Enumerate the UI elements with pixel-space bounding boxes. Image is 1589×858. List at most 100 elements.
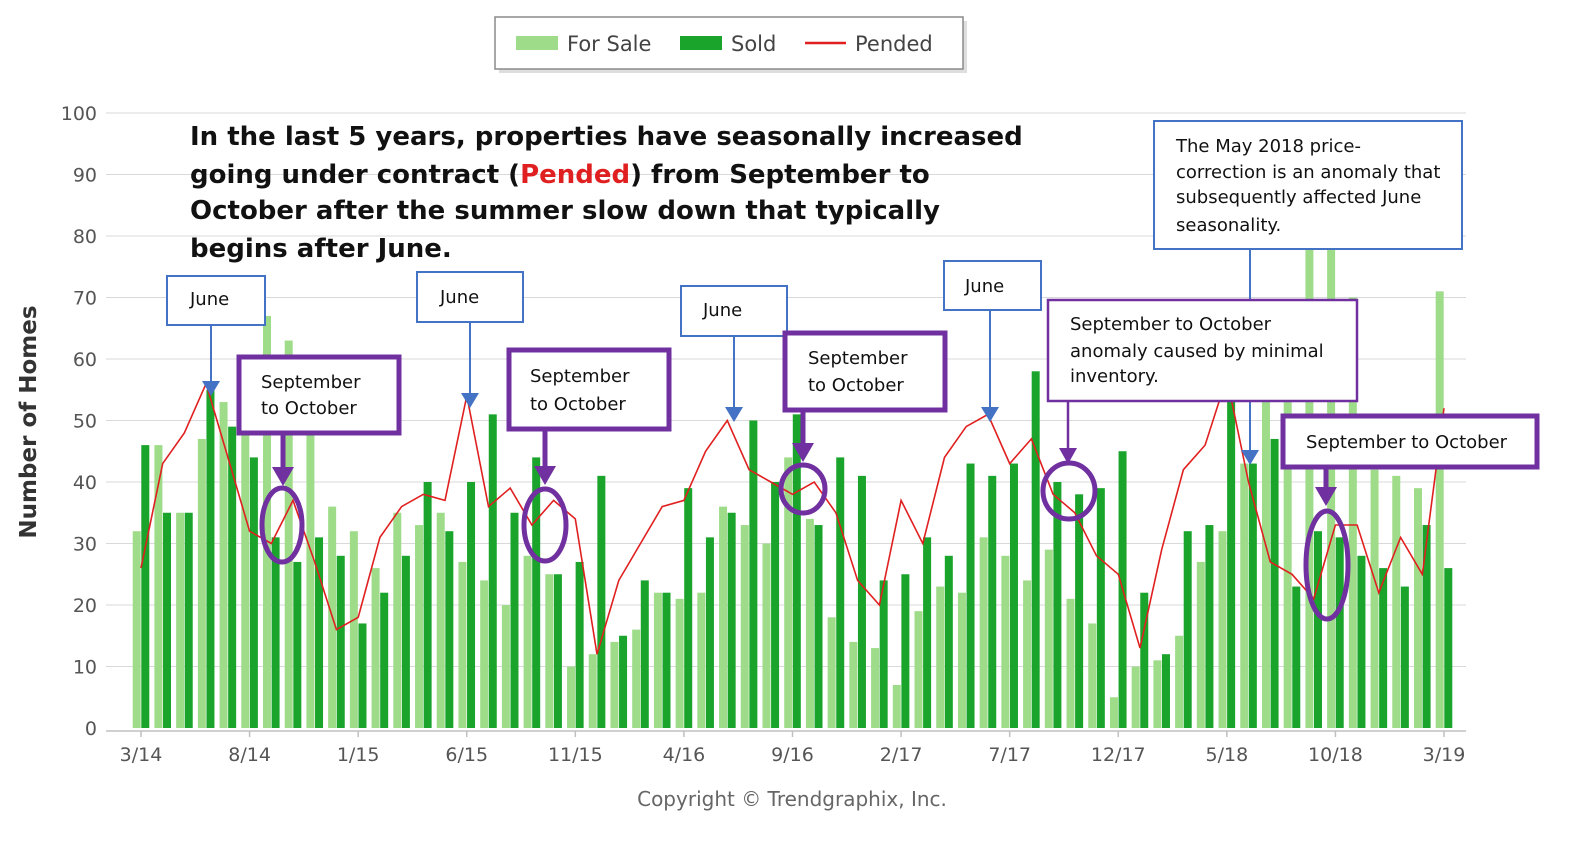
sold-bar <box>315 537 324 728</box>
for-sale-bar <box>979 537 988 728</box>
y-tick-labels: 0 10 20 30 40 50 60 70 80 90 100 <box>61 103 97 740</box>
for-sale-bar <box>371 568 380 728</box>
sold-bar <box>575 561 584 728</box>
for-sale-bar <box>697 592 706 728</box>
for-sale-bar <box>914 611 923 728</box>
x-tick-label: 8/14 <box>228 744 271 766</box>
for-sale-bar <box>176 512 185 728</box>
for-sale-bar <box>1044 549 1053 728</box>
for-sale-bar <box>349 531 358 728</box>
may-2018-line-1: The May 2018 price- <box>1175 136 1361 157</box>
sold-bar <box>1096 488 1105 728</box>
x-tick-label: 2/17 <box>880 744 923 766</box>
sep-oct-4-line-1: September to October <box>1070 314 1272 335</box>
x-tick-label: 9/16 <box>771 744 814 766</box>
june-callout-3: June <box>680 285 788 422</box>
for-sale-bar <box>1001 555 1010 728</box>
legend-label-sold: Sold <box>731 32 776 56</box>
sep-oct-callout-4: September to October anomaly caused by m… <box>1040 298 1359 522</box>
for-sale-bar <box>415 525 424 728</box>
x-tick-label: 12/17 <box>1091 744 1146 766</box>
sep-oct-callout-1: September to October <box>236 354 402 565</box>
sep-oct-callout-3: September to October <box>778 330 948 516</box>
sep-oct-1-line-1: September <box>261 372 361 393</box>
sold-bar <box>1270 438 1279 728</box>
sep-oct-4-line-2: anomaly caused by minimal <box>1070 341 1324 362</box>
sold-bar <box>510 512 519 728</box>
for-sale-bar <box>784 457 793 728</box>
y-tick-label: 80 <box>73 226 97 248</box>
headline: In the last 5 years, properties have sea… <box>190 122 1023 264</box>
sep-oct-2-circle <box>521 486 569 564</box>
sep-oct-4-circle <box>1040 460 1098 522</box>
for-sale-bar <box>263 315 271 728</box>
for-sale-bar <box>957 592 966 728</box>
headline-line-4: begins after June. <box>190 234 452 264</box>
for-sale-bar <box>1435 291 1444 728</box>
for-sale-bar <box>132 531 141 728</box>
for-sale-bar <box>1066 598 1075 728</box>
sold-bar <box>1161 654 1170 728</box>
y-tick-label: 90 <box>73 165 97 187</box>
sold-bar <box>1444 568 1453 728</box>
for-sale-bar <box>936 586 945 728</box>
sold-bar <box>401 555 410 728</box>
for-sale-bar <box>393 512 402 728</box>
may-2018-line-4: seasonality. <box>1176 215 1281 236</box>
for-sale-bar <box>827 617 836 728</box>
sold-bar <box>619 635 628 728</box>
sep-oct-1-line-2: to October <box>261 398 357 419</box>
sold-bar <box>380 592 389 728</box>
for-sale-bar <box>610 641 619 728</box>
sold-bar <box>597 475 606 728</box>
sold-bar <box>966 463 975 728</box>
sold-bar <box>1292 586 1301 728</box>
for-sale-bar <box>154 445 163 728</box>
for-sale-bar <box>1413 488 1422 728</box>
for-sale-bar <box>1196 561 1205 728</box>
for-sale-bar <box>849 641 858 728</box>
june-callout-2: June <box>416 271 524 408</box>
sold-bar <box>271 537 280 728</box>
for-sale-bar <box>1131 666 1140 728</box>
sold-bar <box>1422 525 1431 728</box>
sold-bar <box>228 426 237 728</box>
for-sale-bar <box>241 395 250 728</box>
sep-oct-3-line-2: to October <box>808 375 904 396</box>
for-sale-bar <box>1109 697 1118 728</box>
for-sale-bar <box>719 506 728 728</box>
sold-bar <box>423 482 432 728</box>
sold-bar <box>553 574 562 728</box>
sold-bar <box>1227 365 1236 728</box>
june-callout-2-text: June <box>439 287 479 308</box>
sold-bar <box>836 457 845 728</box>
headline-pended-word: Pended <box>520 160 630 190</box>
x-tick-label: 3/14 <box>120 744 163 766</box>
for-sale-bar <box>197 438 206 728</box>
legend: For Sale Sold Pended <box>494 16 967 73</box>
x-tick-label: 11/15 <box>548 744 603 766</box>
for-sale-bar <box>458 561 467 728</box>
headline-line-2: going under contract (Pended) from Septe… <box>190 160 930 190</box>
headline-line-2-pre: going under contract ( <box>190 160 520 190</box>
for-sale-bar <box>892 684 901 728</box>
sold-bar <box>1400 586 1409 728</box>
y-tick-label: 10 <box>73 657 97 679</box>
x-tick-label: 5/18 <box>1205 744 1248 766</box>
y-tick-label: 70 <box>73 288 97 310</box>
y-tick-label: 20 <box>73 595 97 617</box>
for-sale-bar <box>1088 623 1097 728</box>
sold-bar <box>184 512 193 728</box>
x-tick-labels: 3/14 8/14 1/15 6/15 11/15 4/16 9/16 2/17 7/17 12/… <box>120 731 1465 766</box>
headline-line-1: In the last 5 years, properties have sea… <box>190 122 1023 152</box>
sold-bar <box>467 482 476 728</box>
sold-bar <box>1009 463 1018 728</box>
sold-bar <box>944 555 953 728</box>
for-sale-bar <box>1175 635 1184 728</box>
sold-bar <box>1248 463 1257 728</box>
june-callout-1-text: June <box>189 289 229 310</box>
sep-oct-1-circle <box>259 485 305 565</box>
sep-oct-2-line-2: to October <box>530 394 626 415</box>
sold-bar <box>640 580 649 728</box>
for-sale-bar <box>480 580 489 728</box>
